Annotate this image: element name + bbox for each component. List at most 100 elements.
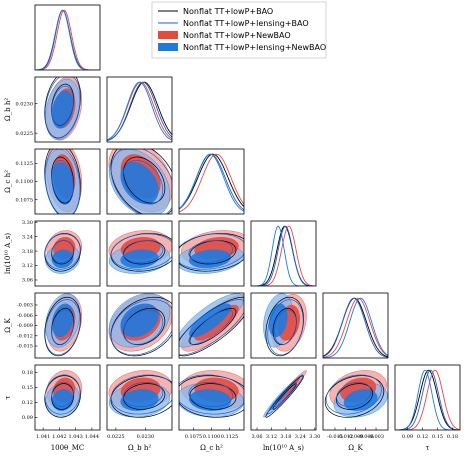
y-axis-label: ln(10¹⁰ A_s) [4, 233, 12, 274]
panel-tau-omch2: 0.1075 0.1100 0.1125 Ω_c h² [178, 364, 245, 452]
marginal-curve-2 [323, 297, 388, 358]
panel-content [323, 297, 388, 358]
panel-frame [394, 364, 461, 431]
legend-label-3: Nonflat TT+lowP+lensing+NewBAO [183, 43, 326, 52]
line-contour-68-0 [51, 383, 75, 410]
y-tick-label: 3.06 [22, 278, 33, 284]
panel-frame [106, 76, 173, 143]
panel-omch2-ombh2 [106, 148, 173, 215]
y-axis-label: Ω_b h² [4, 98, 12, 122]
x-tick-label: 1.044 [85, 434, 99, 440]
marginal-curve-2 [179, 153, 244, 213]
line-contour-95-1 [44, 299, 81, 356]
panel-frame [322, 292, 389, 359]
y-tick-label: 0.0225 [16, 131, 34, 137]
panel-ombh2-theta: 0.0225 0.0230 Ω_b h² [4, 76, 101, 143]
line-contour-95-1 [325, 374, 382, 415]
y-tick-label: 0.0230 [16, 101, 34, 107]
panel-theta-theta [34, 4, 101, 71]
panel-content [44, 77, 82, 141]
x-tick-label: 0.0225 [107, 434, 125, 440]
y-axis-label: Ω_c h² [4, 170, 12, 193]
y-tick-label: 0.18 [22, 370, 33, 376]
line-contour-95-1 [179, 299, 244, 356]
line-contour-68-1 [51, 240, 74, 263]
marginal-curve-1 [35, 9, 100, 70]
contour-68-3 [188, 389, 232, 411]
y-tick-label: 0.1075 [16, 197, 34, 203]
x-tick-label: 1.041 [36, 434, 50, 440]
y-tick-label: 0.09 [22, 415, 33, 421]
x-tick-label: -0.009 [347, 434, 363, 440]
line-contour-95-0 [44, 149, 81, 214]
panel-tau-logA: 3.06 3.12 3.18 3.24 3.30 ln(10¹⁰ A_s) [250, 364, 320, 452]
y-tick-label: 3.12 [22, 263, 33, 269]
line-contour-95-0 [110, 149, 172, 214]
y-tick-label: -0.003 [17, 303, 33, 309]
x-tick-label: 0.09 [402, 434, 413, 440]
panel-content [44, 370, 82, 418]
legend-swatch-3 [158, 43, 178, 51]
line-contour-68-1 [274, 381, 297, 408]
panel-content [179, 293, 244, 357]
panel-omk-logA [250, 292, 317, 359]
line-contour-68-0 [335, 383, 374, 410]
panel-logA-theta: 3.06 3.12 3.18 3.24 3.30 ln(10¹⁰ A_s) [4, 220, 101, 287]
panel-logA-logA [250, 220, 317, 287]
marginal-curve-0 [35, 9, 100, 70]
legend-label-0: Nonflat TT+lowP+BAO [183, 7, 273, 16]
marginal-curve-0 [107, 81, 172, 142]
line-contour-95-1 [267, 299, 304, 356]
panel-frame [250, 292, 317, 359]
x-axis-label: ln(10¹⁰ A_s) [263, 444, 304, 452]
panel-ombh2-ombh2 [106, 76, 173, 143]
marginal-curve-3 [179, 153, 244, 212]
panel-content [108, 149, 172, 214]
x-tick-label: 1.043 [68, 434, 82, 440]
panel-content [107, 81, 172, 142]
y-tick-label: -0.009 [17, 323, 33, 329]
x-axis-label: τ [426, 444, 430, 452]
marginal-curve-2 [35, 9, 100, 70]
x-tick-label: 3.06 [251, 434, 262, 440]
line-contour-68-1 [122, 381, 164, 408]
panel-frame [106, 220, 173, 287]
panel-tau-ombh2: 0.0225 0.0230 Ω_b h² [106, 364, 173, 452]
panel-content [44, 230, 82, 274]
marginal-curve-3 [323, 297, 388, 358]
line-contour-68-1 [51, 309, 74, 345]
legend-label-2: Nonflat TT+lowP+NewBAO [183, 31, 291, 40]
legend-label-1: Nonflat TT+lowP+lensing+BAO [183, 19, 309, 28]
y-tick-label: 3.24 [22, 234, 33, 240]
panel-frame [34, 364, 101, 431]
panel-omk-theta: -0.015 -0.012 -0.009 -0.006 -0.003 Ω_K [4, 292, 101, 359]
marginal-curve-1 [251, 225, 316, 286]
panel-content [179, 153, 244, 213]
line-contour-68-0 [189, 307, 237, 346]
line-contour-68-1 [122, 309, 164, 345]
x-axis-label: Ω_b h² [128, 444, 152, 452]
panel-tau-omk: -0.015-0.012-0.009-0.006-0.003 Ω_K [322, 364, 389, 452]
y-axis-label: τ [4, 395, 12, 399]
line-contour-95-1 [44, 149, 81, 214]
marginal-curve-2 [395, 369, 460, 430]
y-tick-label: -0.012 [17, 333, 33, 339]
marginal-curve-3 [107, 81, 172, 141]
line-contour-68-0 [272, 383, 297, 410]
y-tick-label: -0.015 [17, 344, 33, 350]
x-tick-label: 1.042 [52, 434, 66, 440]
panel-frame [250, 220, 317, 287]
marginal-curve-3 [251, 225, 316, 286]
x-tick-label: 0.1100 [203, 434, 221, 440]
panel-frame [34, 76, 101, 143]
line-contour-95-1 [44, 233, 81, 270]
panel-content [251, 225, 316, 286]
x-tick-label: -0.003 [368, 434, 384, 440]
line-contour-95-1 [44, 374, 81, 415]
line-contour-95-1 [110, 149, 172, 214]
panel-frame [250, 364, 317, 431]
panel-content [395, 369, 460, 430]
line-contour-68-1 [51, 381, 74, 408]
y-tick-label: 0.12 [22, 400, 33, 406]
line-contour-68-1 [188, 309, 234, 345]
